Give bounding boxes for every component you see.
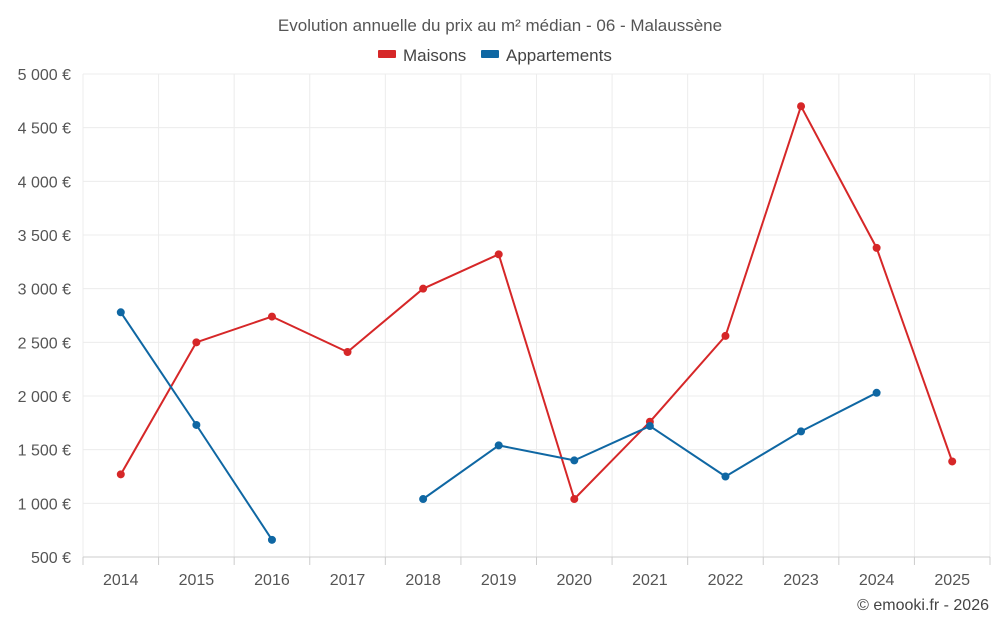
x-tick-label: 2014: [103, 572, 139, 589]
data-point-appartements[interactable]: [494, 441, 503, 450]
data-point-appartements[interactable]: [419, 495, 428, 504]
x-axis: 2014 2015 2016 2017 2018 2019 2020 2021 2022 2023…: [82, 556, 991, 589]
chart-title: Evolution annuelle du prix au m² médian …: [278, 16, 722, 35]
data-point-maisons[interactable]: [872, 243, 881, 252]
data-point-appartements[interactable]: [645, 422, 654, 431]
data-point-maisons[interactable]: [419, 284, 428, 293]
data-point-maisons[interactable]: [494, 250, 503, 259]
data-point-maisons[interactable]: [721, 331, 730, 340]
data-point-maisons[interactable]: [570, 495, 579, 504]
legend-item-appartements[interactable]: Appartements: [481, 46, 612, 65]
y-axis: 5 000 € 4 500 € 4 000 € 3 500 € 3 000 € 2 500…: [18, 67, 71, 567]
data-point-maisons[interactable]: [343, 347, 352, 356]
y-tick-label: 1 000 €: [18, 496, 71, 513]
data-point-maisons[interactable]: [267, 312, 276, 321]
legend-item-maisons[interactable]: Maisons: [378, 46, 466, 65]
legend-swatch-maisons: [378, 50, 396, 58]
legend: Maisons Appartements: [378, 46, 612, 65]
y-tick-label: 5 000 €: [18, 67, 71, 84]
legend-swatch-appartements: [481, 50, 499, 58]
data-point-appartements[interactable]: [192, 420, 201, 429]
x-tick-label: 2017: [330, 572, 366, 589]
y-tick-label: 3 000 €: [18, 282, 71, 299]
legend-label-appartements: Appartements: [506, 46, 612, 65]
y-tick-label: 2 500 €: [18, 335, 71, 352]
x-tick-label: 2021: [632, 572, 668, 589]
x-tick-label: 2015: [179, 572, 215, 589]
copyright-text: © emooki.fr - 2026: [857, 597, 989, 614]
x-tick-label: 2016: [254, 572, 290, 589]
data-point-appartements[interactable]: [721, 472, 730, 481]
x-tick-label: 2020: [556, 572, 592, 589]
x-tick-label: 2022: [708, 572, 744, 589]
series: [116, 102, 957, 544]
y-tick-label: 4 500 €: [18, 121, 71, 138]
data-point-maisons[interactable]: [948, 457, 957, 466]
series-line-maisons: [119, 105, 954, 500]
data-point-appartements[interactable]: [116, 308, 125, 317]
y-tick-label: 500 €: [31, 550, 71, 567]
y-tick-label: 1 500 €: [18, 443, 71, 460]
grid: [82, 73, 991, 558]
data-point-maisons[interactable]: [116, 470, 125, 479]
y-tick-label: 4 000 €: [18, 174, 71, 191]
data-point-appartements[interactable]: [872, 388, 881, 397]
data-point-maisons[interactable]: [797, 102, 806, 111]
x-tick-label: 2025: [934, 572, 970, 589]
x-tick-label: 2024: [859, 572, 895, 589]
y-tick-label: 2 000 €: [18, 389, 71, 406]
data-point-appartements[interactable]: [267, 535, 276, 544]
data-point-appartements[interactable]: [797, 427, 806, 436]
data-point-maisons[interactable]: [192, 338, 201, 347]
y-tick-label: 3 500 €: [18, 228, 71, 245]
data-point-appartements[interactable]: [570, 456, 579, 465]
x-tick-label: 2019: [481, 572, 517, 589]
legend-label-maisons: Maisons: [403, 46, 466, 65]
x-tick-label: 2023: [783, 572, 819, 589]
x-tick-label: 2018: [405, 572, 441, 589]
